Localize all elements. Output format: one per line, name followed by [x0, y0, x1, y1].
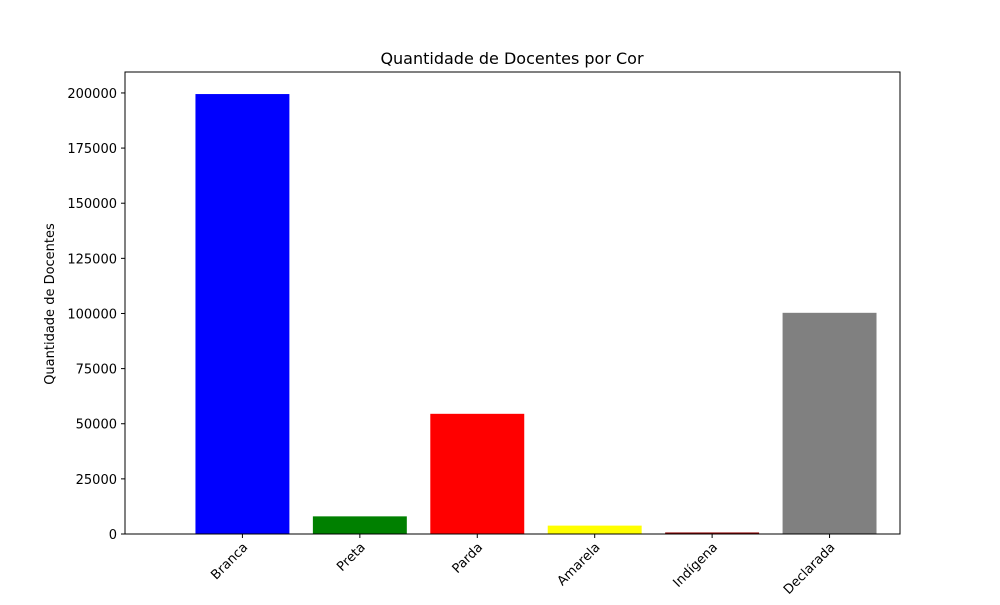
y-tick-label: 25000 [76, 473, 117, 488]
y-tick-label: 175000 [67, 142, 117, 157]
y-tick-label: 100000 [67, 307, 117, 322]
y-ticks-group: 0 25000 50000 75000 100000 125000 150000 175000… [67, 87, 125, 543]
bar-parda [430, 413, 525, 534]
y-tick-label: 0 [109, 528, 117, 543]
bar-amarela [547, 525, 642, 534]
y-tick-label: 150000 [67, 197, 117, 212]
plot-frame [124, 71, 901, 535]
y-tick-label: 50000 [76, 418, 117, 433]
y-tick-label: 200000 [67, 87, 117, 102]
y-axis-label: Quantidade de Docentes [43, 223, 58, 385]
bars-group [195, 94, 877, 535]
y-tick-label: 75000 [76, 363, 117, 378]
chart-title: Quantidade de Docentes por Cor [380, 49, 644, 68]
bar-indígena [665, 532, 760, 534]
bar-preta [312, 516, 407, 534]
y-tick-label: 125000 [67, 252, 117, 267]
bar-declarada [782, 312, 877, 534]
bar-branca [195, 94, 290, 535]
